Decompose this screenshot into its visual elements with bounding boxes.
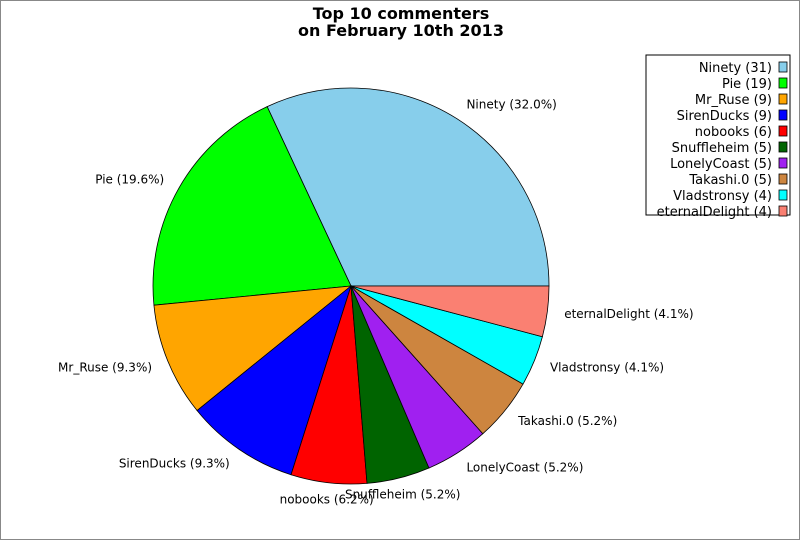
slice-label-LonelyCoast: LonelyCoast (5.2%) bbox=[466, 460, 583, 474]
slice-label-Takashi.0: Takashi.0 (5.2%) bbox=[517, 414, 617, 428]
legend-swatch-LonelyCoast bbox=[778, 157, 788, 169]
legend-entry-nobooks: nobooks (6) bbox=[695, 125, 772, 140]
slice-label-nobooks: nobooks (6.2%) bbox=[280, 493, 374, 507]
legend-swatch-eternalDelight bbox=[778, 205, 788, 217]
slice-label-Ninety: Ninety (32.0%) bbox=[466, 98, 556, 112]
legend-swatch-Takashi.0 bbox=[778, 173, 788, 185]
pie-slice-Pie bbox=[152, 106, 352, 306]
slice-label-SirenDucks: SirenDucks (9.3%) bbox=[119, 457, 230, 471]
legend-entry-Pie: Pie (19) bbox=[722, 77, 772, 92]
slice-label-Snuffleheim: Snuffleheim (5.2%) bbox=[345, 488, 461, 502]
slice-label-Vladstronsy: Vladstronsy (4.1%) bbox=[550, 360, 664, 374]
legend-entry-Ninety: Ninety (31) bbox=[699, 61, 772, 76]
slice-label-eternalDelight: eternalDelight (4.1%) bbox=[564, 307, 693, 321]
legend-swatch-SirenDucks bbox=[778, 109, 788, 121]
legend-swatch-Ninety bbox=[778, 61, 788, 73]
pie-slice-eternalDelight bbox=[350, 285, 550, 338]
chart-title-line-1: Top 10 commenters bbox=[313, 4, 490, 23]
legend-entry-Vladstronsy: Vladstronsy (4) bbox=[673, 189, 772, 204]
legend-swatch-Mr_Ruse bbox=[778, 93, 788, 105]
legend-entry-Takashi.0: Takashi.0 (5) bbox=[688, 173, 772, 188]
legend-entry-SirenDucks: SirenDucks (9) bbox=[677, 109, 772, 124]
slice-label-Pie: Pie (19.6%) bbox=[95, 173, 164, 187]
pie-slice-Mr_Ruse bbox=[153, 285, 353, 412]
legend-swatch-Vladstronsy bbox=[778, 189, 788, 201]
legend-swatch-Snuffleheim bbox=[778, 141, 788, 153]
legend-entry-Mr_Ruse: Mr_Ruse (9) bbox=[695, 93, 772, 108]
chart-title-line-2: on February 10th 2013 bbox=[298, 21, 504, 40]
pie-slice-SirenDucks bbox=[196, 284, 352, 476]
legend-entry-Snuffleheim: Snuffleheim (5) bbox=[672, 141, 772, 156]
slice-label-Mr_Ruse: Mr_Ruse (9.3%) bbox=[58, 360, 152, 374]
legend-entry-LonelyCoast: LonelyCoast (5) bbox=[670, 157, 772, 172]
pie-slice-Ninety bbox=[266, 87, 550, 287]
legend: Ninety (31)Pie (19)Mr_Ruse (9)SirenDucks… bbox=[645, 54, 791, 220]
legend-swatch-Pie bbox=[778, 77, 788, 89]
legend-swatch-nobooks bbox=[778, 125, 788, 137]
legend-box bbox=[645, 54, 791, 216]
legend-entry-eternalDelight: eternalDelight (4) bbox=[657, 205, 772, 220]
